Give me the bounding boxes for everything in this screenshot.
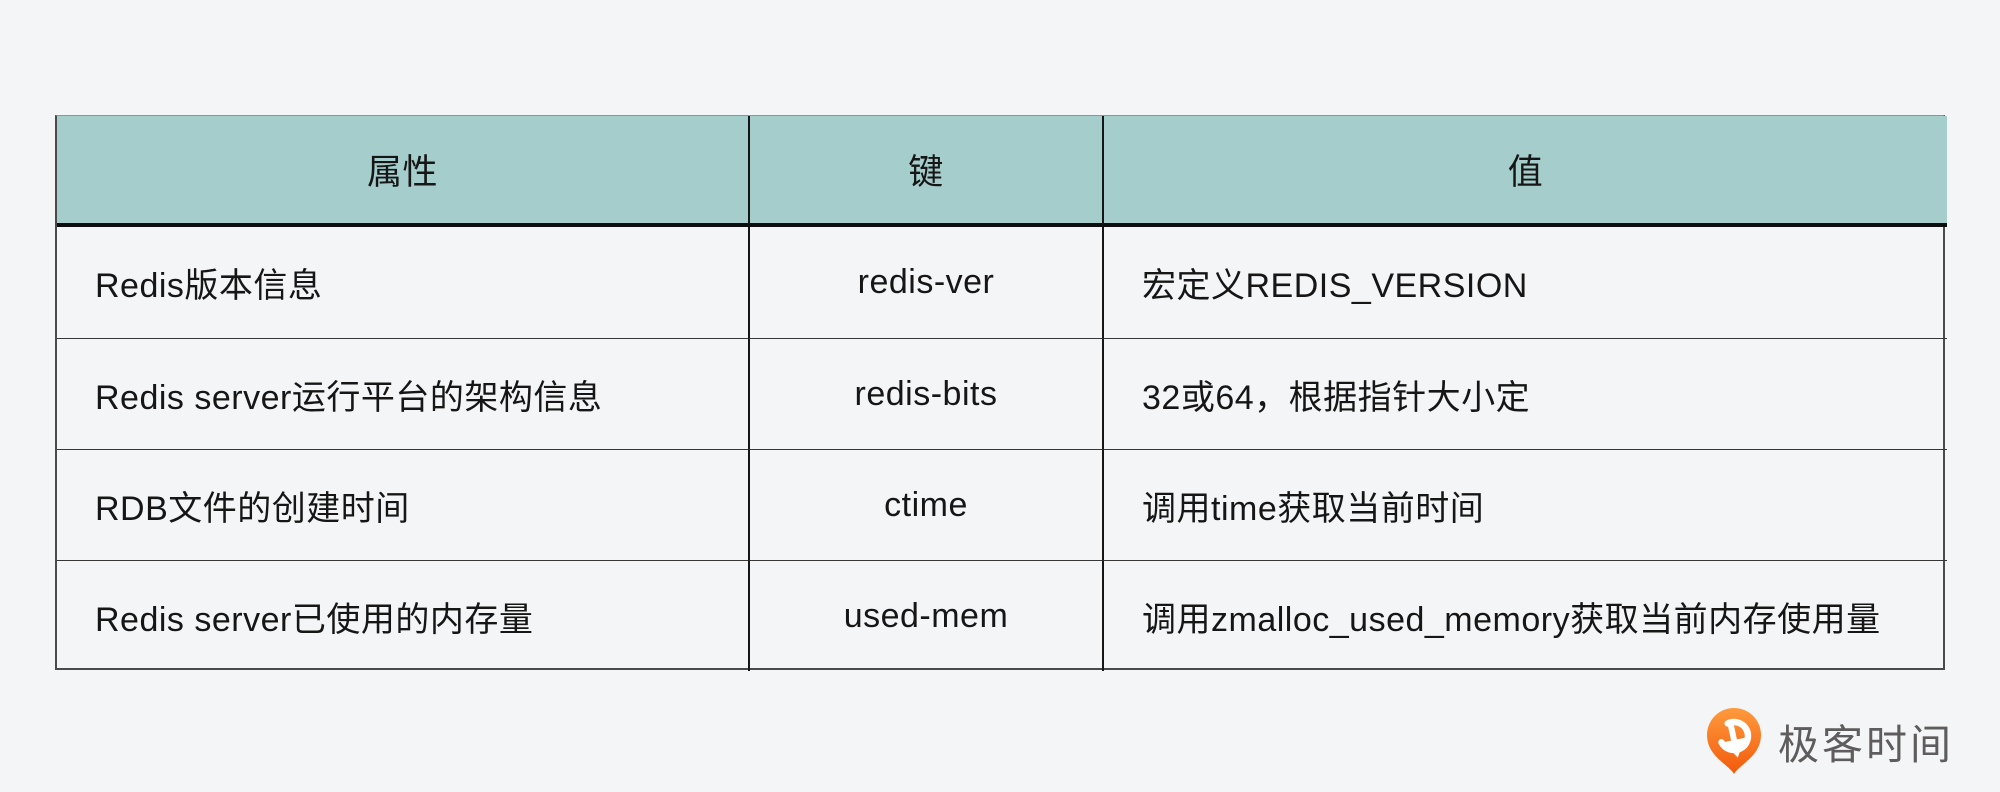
table-cell-key: used-mem: [748, 560, 1102, 671]
rdb-attributes-table: 属性 键 值 Redis版本信息 redis-ver 宏定义REDIS_VERS…: [55, 115, 1947, 671]
table-cell-value: 调用zmalloc_used_memory获取当前内存使用量: [1102, 560, 1947, 671]
table-cell-attr: Redis版本信息: [95, 267, 323, 305]
table-cell-value: 宏定义REDIS_VERSION: [1102, 227, 1947, 338]
column-header-attribute: 属性: [57, 116, 748, 227]
table-cell-key: redis-ver: [748, 227, 1102, 338]
table-cell-attr: RDB文件的创建时间: [57, 449, 748, 560]
table-cell-key: ctime: [748, 449, 1102, 560]
column-header-value: 值: [1102, 116, 1947, 227]
geektime-pin-icon: [1702, 706, 1766, 776]
table-cell-value: 调用time获取当前时间: [1102, 449, 1947, 560]
table-cell-value: 32或64，根据指针大小定: [1102, 338, 1947, 449]
geektime-logo: 极客时间: [1702, 706, 1954, 776]
column-header-key: 键: [748, 116, 1102, 227]
table-cell-key: redis-bits: [748, 338, 1102, 449]
geektime-logo-text: 极客时间: [1778, 722, 1954, 768]
table-cell-attr: Redis server运行平台的架构信息: [57, 338, 748, 449]
table-cell-attr: Redis server已使用的内存量: [57, 560, 748, 671]
